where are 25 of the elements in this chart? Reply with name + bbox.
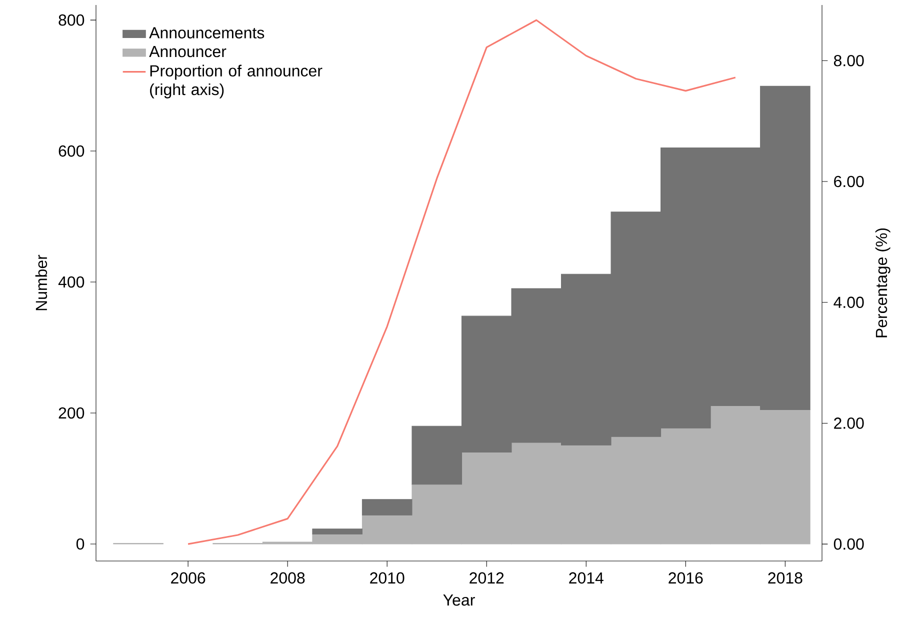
y2-tick-label: 4.00	[834, 296, 864, 308]
y2-tick-label: 8.00	[834, 54, 864, 66]
x-tick-label: 2012	[470, 572, 504, 584]
y-tick-label: 400	[58, 276, 84, 288]
y-tick-label: 200	[58, 407, 84, 419]
legend-label: Announcements	[149, 27, 264, 38]
x-tick-label: 2008	[270, 572, 305, 584]
x-tick-label: 2018	[768, 572, 802, 584]
y-tick-label: 800	[58, 14, 84, 26]
legend-label: Announcer	[149, 46, 226, 58]
y-axis-title: Number	[35, 254, 48, 310]
y2-tick-label: 0.00	[834, 538, 864, 550]
x-tick-label: 2006	[171, 572, 206, 584]
x-tick-label: 2014	[569, 572, 604, 584]
x-axis-title: Year	[443, 594, 475, 606]
bar	[362, 499, 412, 516]
y2-tick-label: 2.00	[834, 418, 864, 429]
y2-axis-title: Percentage (%)	[875, 228, 890, 338]
y2-tick-label: 6.00	[834, 176, 864, 188]
y-tick-label: 600	[58, 145, 84, 157]
x-tick-label: 2010	[370, 572, 404, 584]
x-tick-label: 2016	[668, 572, 703, 584]
bar	[312, 528, 362, 534]
y-tick-label: 0	[76, 538, 84, 550]
legend-label: Proportion of announcer (right axis)	[150, 64, 322, 98]
